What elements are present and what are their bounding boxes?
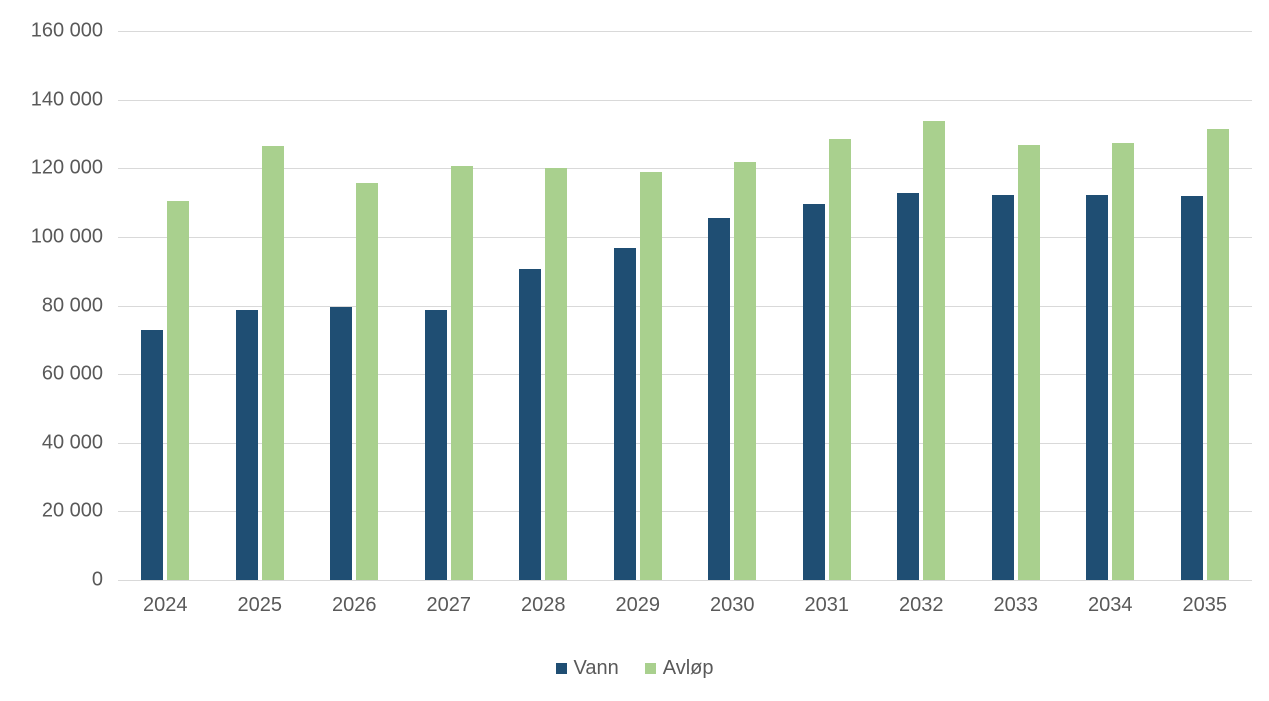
bar-group-2031 (780, 31, 875, 580)
bar-vann-2029 (613, 247, 636, 580)
bar-avlp-2030 (734, 162, 757, 580)
gridline (118, 511, 1252, 513)
bar-vann-2031 (802, 203, 825, 580)
bar-group-2029 (591, 31, 686, 580)
x-axis-category-label: 2031 (804, 594, 850, 616)
bar-group-2033 (969, 31, 1064, 580)
bar-vann-2024 (141, 329, 164, 580)
bar-group-2034 (1063, 31, 1158, 580)
x-axis-category-label: 2025 (237, 594, 283, 616)
y-axis-tick-label: 20 000 (41, 499, 103, 522)
bar-group-2024 (118, 31, 213, 580)
x-axis-category-label: 2029 (615, 594, 661, 616)
legend: Vann Avløp (0, 657, 1269, 680)
bar-avlp-2025 (261, 145, 284, 580)
x-axis-category-label: 2024 (143, 594, 188, 616)
bar-avlp-2031 (828, 139, 851, 580)
bar-group-2030 (685, 31, 780, 580)
bar-group-2026 (307, 31, 402, 580)
bar-vann-2032 (897, 192, 920, 580)
x-axis-category-label: 2026 (332, 594, 377, 616)
legend-label-vann: Vann (573, 657, 619, 679)
bars-container (118, 31, 1252, 580)
y-axis-tick-label: 140 000 (30, 88, 103, 111)
x-axis-category-label: 2035 (1182, 594, 1228, 616)
gridline (118, 442, 1252, 444)
y-axis-tick-label: 100 000 (30, 225, 103, 248)
bar-avlp-2028 (545, 167, 568, 580)
bar-vann-2034 (1086, 195, 1109, 580)
gridline (118, 236, 1252, 238)
legend-item-vann: Vann (555, 657, 619, 680)
gridline (118, 168, 1252, 170)
bar-vann-2033 (991, 195, 1014, 580)
x-axis-category-label: 2032 (899, 594, 944, 616)
x-axis: 2024 2025 2026 2027 2028 2029 2030 2031 2032 2033… (118, 594, 1252, 617)
y-axis-tick-label: 40 000 (41, 431, 103, 454)
x-axis-category-label: 2028 (521, 594, 566, 616)
bar-vann-2025 (235, 309, 258, 580)
y-axis-tick-label: 160 000 (30, 19, 103, 42)
legend-item-avlop: Avløp (644, 657, 714, 680)
bar-vann-2028 (519, 269, 542, 580)
gridline (118, 580, 1252, 581)
bar-group-2035 (1158, 31, 1253, 580)
x-axis-category-label: 2034 (1088, 594, 1133, 616)
y-axis-tick-label: 120 000 (30, 156, 103, 179)
bar-group-2027 (402, 31, 497, 580)
y-axis: 0 20 000 40 000 60 000 80 000 100 000 120 000 1… (0, 20, 103, 591)
gridline (118, 31, 1252, 32)
gridline (118, 99, 1252, 101)
x-axis-category-label: 2033 (993, 594, 1039, 616)
bar-avlp-2035 (1206, 128, 1229, 580)
bar-vann-2027 (424, 309, 447, 580)
bar-avlp-2034 (1112, 142, 1135, 580)
legend-label-avlop: Avløp (662, 657, 714, 679)
x-axis-category-label: 2030 (710, 594, 755, 616)
y-axis-tick-label: 0 (91, 568, 103, 591)
bar-avlp-2029 (639, 172, 662, 580)
legend-swatch-avlop-icon (644, 663, 656, 674)
bar-group-2025 (213, 31, 308, 580)
bar-avlp-2032 (923, 120, 946, 580)
x-axis-category-label: 2027 (426, 594, 472, 616)
bar-vann-2026 (330, 307, 353, 580)
gridline (118, 374, 1252, 376)
bar-avlp-2033 (1017, 144, 1040, 580)
bar-avlp-2027 (450, 165, 473, 580)
bar-group-2032 (874, 31, 969, 580)
plot-area (118, 31, 1252, 581)
legend-swatch-vann-icon (555, 663, 567, 674)
gridline (118, 305, 1252, 307)
bar-avlp-2024 (167, 200, 190, 580)
y-axis-tick-label: 60 000 (41, 362, 103, 385)
bar-vann-2035 (1180, 196, 1203, 580)
bar-group-2028 (496, 31, 591, 580)
bar-avlp-2026 (356, 183, 379, 580)
y-axis-tick-label: 80 000 (41, 294, 103, 316)
bar-vann-2030 (708, 218, 731, 580)
